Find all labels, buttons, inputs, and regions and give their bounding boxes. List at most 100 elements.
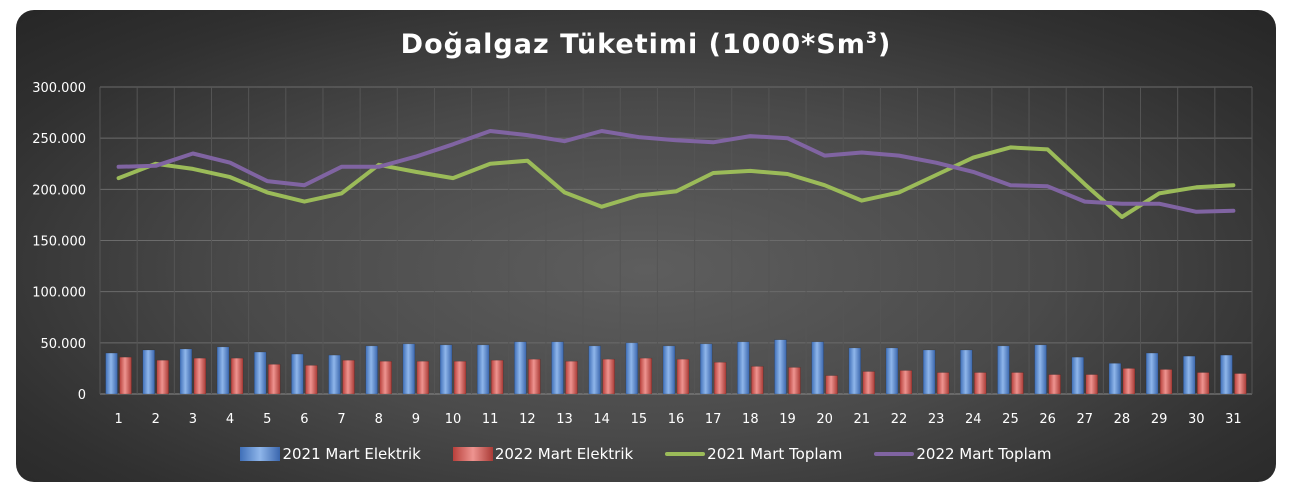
bar-2022-elektrik: [788, 367, 801, 395]
y-tick-label: 100.000: [32, 286, 86, 301]
x-tick-label: 27: [1077, 412, 1094, 427]
legend-label-2022-elektrik: 2022 Mart Elektrik: [494, 445, 634, 463]
bar-2021-elektrik: [253, 351, 267, 395]
bar-2022-elektrik: [119, 356, 132, 395]
bar-2021-elektrik: [216, 346, 230, 395]
bar-2021-elektrik: [142, 349, 155, 395]
x-tick-label: 8: [375, 412, 383, 427]
bar-2022-elektrik: [862, 371, 876, 395]
bar-2021-elektrik: [774, 339, 787, 395]
y-tick-label: 150.000: [32, 235, 86, 250]
bar-2021-elektrik: [551, 341, 564, 395]
x-tick-label: 26: [1039, 412, 1056, 427]
legend-item-2022-elektrik: 2022 Mart Elektrik: [452, 445, 634, 463]
bar-2021-elektrik: [179, 348, 193, 395]
legend-item-2021-toplam: 2021 Mart Toplam: [665, 445, 842, 463]
y-tick-label: 300.000: [32, 81, 86, 96]
bar-2022-elektrik: [899, 370, 913, 395]
bar-2022-elektrik: [453, 361, 467, 395]
bar-2021-elektrik: [811, 341, 824, 395]
x-tick-label: 15: [631, 412, 648, 427]
x-tick-label: 29: [1151, 412, 1168, 427]
bar-2021-elektrik: [1071, 356, 1085, 395]
bar-2022-elektrik: [1122, 368, 1136, 395]
bar-2022-elektrik: [379, 361, 392, 395]
bar-2022-elektrik: [602, 358, 615, 395]
x-tick-label: 11: [482, 412, 499, 427]
x-tick-label: 6: [300, 412, 308, 427]
bar-2022-elektrik: [267, 364, 281, 395]
bar-2022-elektrik: [676, 358, 690, 395]
chart-title-suffix: ): [877, 29, 892, 60]
bar-2021-elektrik: [365, 345, 378, 395]
bar-2022-elektrik: [416, 361, 430, 395]
bar-2021-elektrik: [922, 349, 936, 395]
bar-2021-elektrik: [625, 342, 639, 395]
bar-2022-elektrik: [565, 361, 578, 395]
bar-2022-elektrik: [751, 366, 764, 395]
x-tick-label: 24: [965, 412, 982, 427]
x-tick-label: 7: [337, 412, 345, 427]
bar-2021-elektrik: [588, 345, 601, 395]
bar-2022-elektrik: [305, 365, 318, 395]
x-tick-label: 3: [189, 412, 197, 427]
bar-2022-elektrik: [713, 362, 727, 395]
bar-2022-elektrik: [639, 357, 653, 395]
chart-plot: 0 50.000 100.000 150.000 200.000 250.000 300.0…: [32, 81, 1253, 427]
x-tick-label: 20: [816, 412, 833, 427]
bar-2022-elektrik: [193, 357, 207, 395]
x-tick-label: 2: [152, 412, 160, 427]
x-tick-label: 19: [779, 412, 796, 427]
legend-label-2021-toplam: 2021 Mart Toplam: [707, 445, 843, 463]
legend-item-2021-elektrik: 2021 Mart Elektrik: [240, 445, 421, 463]
bar-2022-elektrik: [1048, 374, 1061, 395]
bar-2021-elektrik: [1034, 344, 1047, 395]
x-tick-label: 4: [226, 412, 234, 427]
bar-2021-elektrik: [737, 341, 750, 395]
y-tick-label: 0: [78, 388, 86, 403]
bar-2022-elektrik: [528, 358, 541, 395]
y-tick-label: 200.000: [32, 183, 86, 198]
bar-2021-elektrik: [699, 343, 713, 395]
bar-2021-elektrik: [885, 347, 899, 395]
bar-2022-elektrik: [1197, 372, 1210, 395]
x-tick-label: 31: [1225, 412, 1242, 427]
bar-2022-elektrik: [230, 357, 244, 395]
bar-2022-elektrik: [490, 359, 504, 395]
bar-2021-elektrik: [105, 352, 118, 395]
x-tick-label: 13: [556, 412, 573, 427]
x-tick-label: 30: [1188, 412, 1205, 427]
bar-2021-elektrik: [997, 345, 1010, 395]
x-tick-label: 9: [412, 412, 420, 427]
legend-swatch-2022-elektrik: [452, 447, 493, 461]
lines: [116, 129, 1236, 219]
bar-2021-elektrik: [476, 344, 490, 395]
x-tick-label: 12: [519, 412, 536, 427]
legend-label-2021-elektrik: 2021 Mart Elektrik: [282, 445, 421, 463]
bar-2022-elektrik: [1159, 369, 1173, 395]
legend-swatch-2022-toplam: [874, 452, 915, 456]
bar-2022-elektrik: [156, 359, 169, 395]
bar-2022-elektrik: [1085, 374, 1099, 395]
x-tick-label: 14: [593, 412, 610, 427]
x-tick-label: 28: [1114, 412, 1131, 427]
bar-2021-elektrik: [960, 349, 973, 395]
bar-2021-elektrik: [848, 347, 862, 395]
y-tick-label: 250.000: [32, 132, 86, 147]
x-tick-label: 21: [854, 412, 871, 427]
legend-item-2022-toplam: 2022 Mart Toplam: [874, 445, 1052, 463]
chart-title-text: Doğalgaz Tüketimi (1000*Sm: [400, 29, 866, 60]
bar-2021-elektrik: [514, 341, 527, 395]
x-tick-label: 25: [1002, 412, 1019, 427]
bar-2021-elektrik: [1183, 355, 1196, 395]
bar-2021-elektrik: [662, 345, 676, 395]
x-tick-label: 10: [445, 412, 462, 427]
bar-2021-elektrik: [1220, 354, 1233, 395]
bar-2022-elektrik: [974, 372, 987, 395]
x-tick-label: 22: [891, 412, 908, 427]
gridlines: [99, 86, 1253, 395]
legend-swatch-2021-elektrik: [240, 447, 281, 461]
legend-swatch-2021-toplam: [665, 452, 706, 456]
x-tick-label: 18: [742, 412, 759, 427]
x-tick-label: 16: [668, 412, 685, 427]
